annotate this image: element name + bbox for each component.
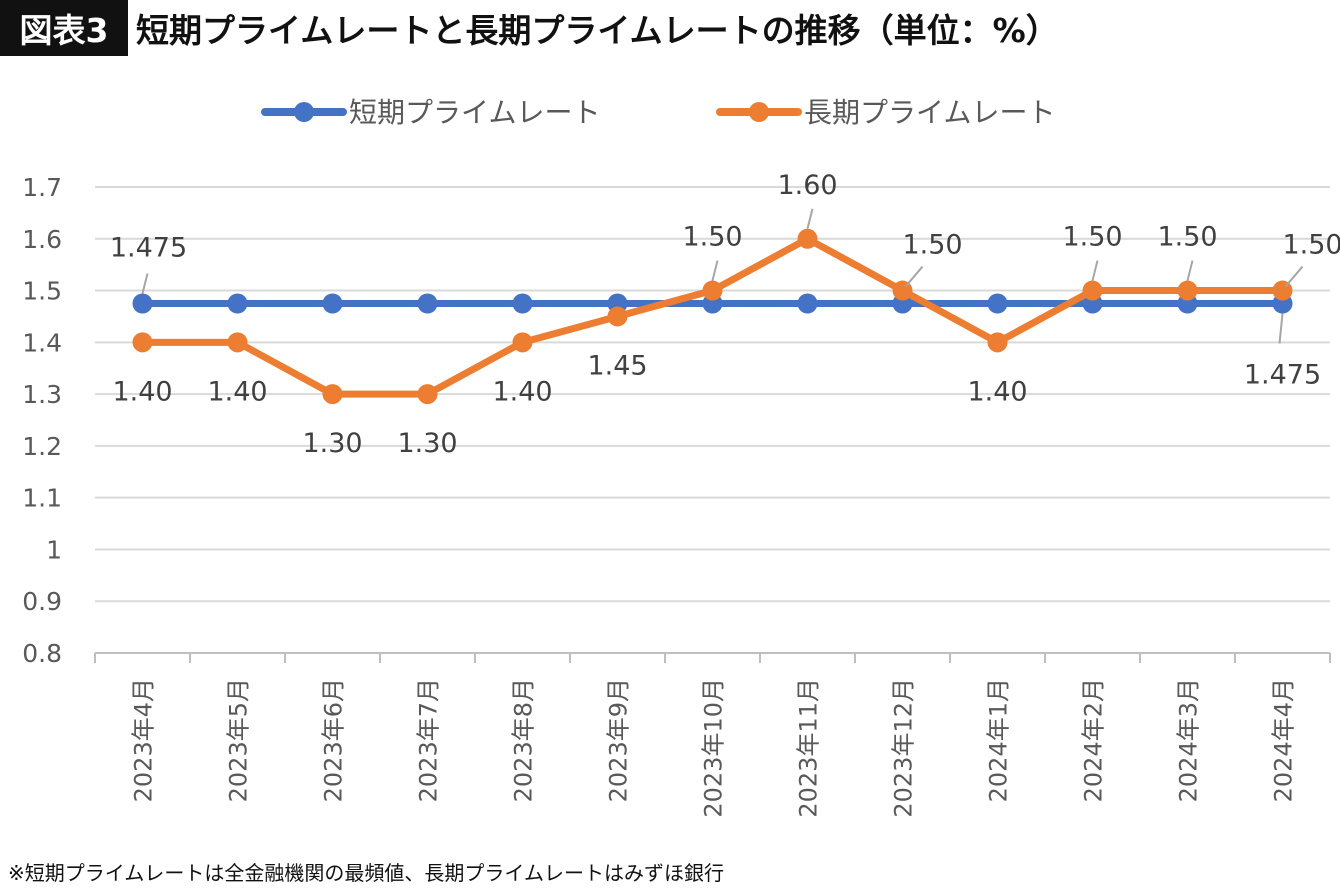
data-label: 1.475	[110, 233, 187, 264]
data-point	[512, 332, 533, 353]
data-point	[322, 384, 343, 405]
data-point	[227, 293, 248, 314]
x-tick-label: 2023年7月	[415, 678, 443, 802]
x-tick-label: 2023年10月	[700, 678, 728, 818]
x-tick-label: 2023年11月	[795, 678, 823, 818]
data-point	[512, 293, 533, 314]
x-tick-label: 2023年6月	[320, 678, 348, 802]
y-tick-label: 1.6	[22, 225, 62, 254]
data-label: 1.60	[777, 170, 837, 201]
legend-marker	[294, 102, 314, 122]
legend-marker	[749, 102, 769, 122]
label-leader-line	[1091, 260, 1099, 281]
x-tick-label: 2023年9月	[605, 678, 633, 802]
data-label: 1.40	[207, 376, 267, 407]
data-label: 1.30	[302, 428, 362, 459]
footnote: ※短期プライムレートは全金融機関の最頻値、長期プライムレートはみずほ銀行	[8, 861, 724, 885]
label-leader-line	[806, 208, 814, 230]
y-tick-label: 1	[46, 535, 62, 564]
data-label: 1.40	[967, 376, 1027, 407]
data-point	[892, 280, 913, 301]
data-point	[132, 293, 153, 314]
x-tick-label: 2023年8月	[510, 678, 538, 802]
data-point	[1272, 280, 1293, 301]
x-tick-label: 2024年1月	[985, 678, 1013, 802]
data-label: 1.50	[1157, 222, 1217, 253]
data-label: 1.50	[682, 222, 742, 253]
y-tick-label: 1.5	[22, 277, 62, 306]
label-leader-line	[711, 260, 719, 281]
data-point	[417, 293, 438, 314]
data-label: 1.475	[1244, 360, 1321, 391]
data-label: 1.50	[902, 230, 962, 261]
data-point	[987, 332, 1008, 353]
data-label: 1.50	[1282, 230, 1340, 261]
y-tick-label: 1.4	[22, 328, 62, 357]
y-tick-label: 0.8	[22, 639, 62, 668]
data-point	[702, 280, 723, 301]
label-leader-line	[141, 273, 149, 294]
data-label: 1.40	[112, 376, 172, 407]
y-tick-label: 1.7	[22, 173, 62, 202]
x-tick-label: 2023年12月	[890, 678, 918, 818]
data-label: 1.40	[492, 376, 552, 407]
data-point	[132, 332, 153, 353]
x-tick-label: 2023年4月	[130, 678, 158, 802]
chart-title: 短期プライムレートと長期プライムレートの推移（単位：%）	[136, 11, 1059, 50]
data-point	[322, 293, 343, 314]
x-tick-label: 2024年4月	[1270, 678, 1298, 802]
label-leader-line	[1186, 260, 1194, 281]
y-tick-label: 1.1	[22, 484, 62, 513]
data-point	[987, 293, 1008, 314]
legend-label: 長期プライムレート	[804, 96, 1055, 129]
y-tick-label: 1.2	[22, 432, 62, 461]
data-point	[797, 228, 818, 249]
label-leader-line	[1278, 313, 1284, 344]
series-line	[142, 235, 1283, 398]
data-point	[417, 384, 438, 405]
label-leader-line	[904, 265, 924, 288]
data-label: 1.50	[1062, 222, 1122, 253]
data-label: 1.30	[397, 428, 457, 459]
x-tick-label: 2023年5月	[225, 678, 253, 802]
x-tick-label: 2024年2月	[1080, 678, 1108, 802]
data-point	[1082, 280, 1103, 301]
data-label: 1.45	[587, 350, 647, 381]
data-point	[1177, 280, 1198, 301]
x-tick-label: 2024年3月	[1175, 678, 1203, 802]
label-leader-line	[1284, 265, 1304, 288]
data-point	[607, 306, 628, 327]
data-point	[227, 332, 248, 353]
figure-number-badge: 図表3	[0, 0, 128, 56]
legend-label: 短期プライムレート	[349, 96, 600, 129]
y-tick-label: 0.9	[22, 587, 62, 616]
y-tick-label: 1.3	[22, 380, 62, 409]
data-point	[797, 293, 818, 314]
